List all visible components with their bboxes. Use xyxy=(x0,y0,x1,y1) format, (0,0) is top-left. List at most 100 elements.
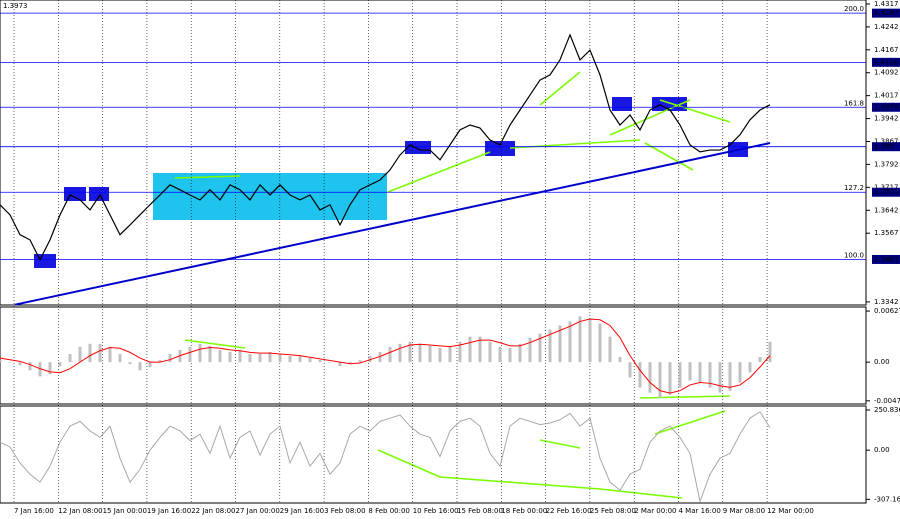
marker-box xyxy=(64,187,86,201)
x-tick-label: 27 Jan 00:00 xyxy=(236,507,280,515)
y-tick-label: 250.8365 xyxy=(874,406,900,414)
price-line xyxy=(0,411,771,504)
histogram-bar xyxy=(638,362,642,388)
histogram-bar xyxy=(208,345,212,363)
histogram-bar xyxy=(118,353,122,363)
y-tick-label: 0.00 xyxy=(874,358,890,366)
histogram-bar xyxy=(728,362,732,391)
level-price-box xyxy=(872,8,900,18)
histogram-bar xyxy=(558,325,562,363)
x-tick-label: 15 Feb 08:00 xyxy=(457,507,503,515)
level-ratio: 200.0 xyxy=(844,5,864,13)
panel-frame xyxy=(0,405,867,504)
level-price: 1.3481 xyxy=(874,255,899,263)
divergence-line xyxy=(539,71,581,106)
histogram-bar xyxy=(318,360,322,363)
divergence-line xyxy=(439,476,601,490)
histogram-bar xyxy=(548,329,552,363)
level-price-box xyxy=(872,57,900,67)
histogram-bar xyxy=(498,346,502,363)
histogram-bar xyxy=(328,362,332,363)
histogram-bar xyxy=(688,362,692,381)
level-price: 1.385 xyxy=(874,143,894,151)
level-price-box xyxy=(872,254,900,264)
x-tick-label: 7 Jan 16:00 xyxy=(14,507,54,515)
histogram-bar xyxy=(298,356,302,363)
histogram-bar xyxy=(228,351,232,363)
divergence-line xyxy=(659,99,731,123)
y-tick-label: 1.3942 xyxy=(874,115,899,123)
histogram-bar xyxy=(148,362,152,368)
histogram-bar xyxy=(418,343,422,363)
histogram-bar xyxy=(608,336,612,363)
histogram-bar xyxy=(78,346,82,363)
histogram-bar xyxy=(158,360,162,363)
histogram-bar xyxy=(458,341,462,363)
x-tick-label: 15 Jan 00:00 xyxy=(103,507,147,515)
y-tick-label: 1.3717 xyxy=(874,183,899,191)
histogram-bar xyxy=(718,362,722,393)
x-tick-label: 4 Mar 16:00 xyxy=(679,507,721,515)
x-tick-label: 3 Feb 08:00 xyxy=(324,507,365,515)
level-price: 1.4126 xyxy=(874,58,899,66)
level-ratio: 161.8 xyxy=(844,99,864,107)
histogram-bar xyxy=(678,362,682,388)
x-tick-label: 8 Feb 00:00 xyxy=(368,507,409,515)
y-tick-label: 1.3867 xyxy=(874,137,899,145)
histogram-bar xyxy=(738,362,742,383)
histogram-bar xyxy=(168,353,172,363)
signal-line xyxy=(0,318,771,394)
histogram-bar xyxy=(98,343,102,363)
histogram-bar xyxy=(88,343,92,363)
x-tick-label: 18 Feb 00:00 xyxy=(501,507,547,515)
y-tick-label: 1.4242 xyxy=(874,23,899,31)
histogram-bar xyxy=(508,347,512,363)
histogram-bar xyxy=(628,362,632,378)
divergence-line xyxy=(599,488,683,499)
divergence-line xyxy=(644,142,694,171)
level-price: 1.3701 xyxy=(874,188,899,196)
trend-line xyxy=(14,142,771,306)
histogram-bar xyxy=(618,357,622,363)
histogram-bar xyxy=(0,360,2,363)
divergence-line xyxy=(377,449,441,478)
divergence-line xyxy=(654,410,726,435)
divergence-line xyxy=(639,395,731,399)
divergence-line xyxy=(387,151,491,193)
level-ratio: 100.0 xyxy=(844,251,864,259)
y-tick-label: 1.4092 xyxy=(874,69,899,77)
histogram-bar xyxy=(18,362,22,366)
y-tick-label: 1.3642 xyxy=(874,206,899,214)
y-tick-label: -0.00475 xyxy=(874,397,900,405)
histogram-bar xyxy=(308,358,312,363)
histogram-bar xyxy=(538,333,542,363)
histogram-bar xyxy=(238,349,242,363)
marker-box xyxy=(405,141,431,154)
y-tick-label: -307.166 xyxy=(874,495,900,503)
y-tick-label: 0.00627 xyxy=(874,307,900,315)
x-tick-label: 12 Mar 00:00 xyxy=(767,507,814,515)
price-line xyxy=(0,33,771,262)
histogram-bar xyxy=(38,362,42,377)
histogram-bar xyxy=(188,346,192,363)
histogram-bar xyxy=(48,362,52,375)
histogram-bar xyxy=(398,343,402,363)
histogram-bar xyxy=(198,343,202,363)
x-tick-label: 2 Mar 00:00 xyxy=(634,507,676,515)
x-tick-label: 9 Mar 08:00 xyxy=(723,507,765,515)
histogram-bar xyxy=(478,336,482,363)
histogram-bar xyxy=(388,346,392,363)
histogram-bar xyxy=(378,351,382,363)
histogram-bar xyxy=(358,360,362,363)
divergence-line xyxy=(184,339,246,349)
level-price-box xyxy=(872,187,900,197)
histogram-bar xyxy=(588,319,592,363)
marker-box xyxy=(485,141,515,156)
histogram-bar xyxy=(448,345,452,363)
range-box xyxy=(153,173,387,220)
histogram-bar xyxy=(338,362,342,367)
panel-frame xyxy=(0,306,867,405)
histogram-bar xyxy=(258,353,262,363)
histogram-bar xyxy=(128,362,132,365)
